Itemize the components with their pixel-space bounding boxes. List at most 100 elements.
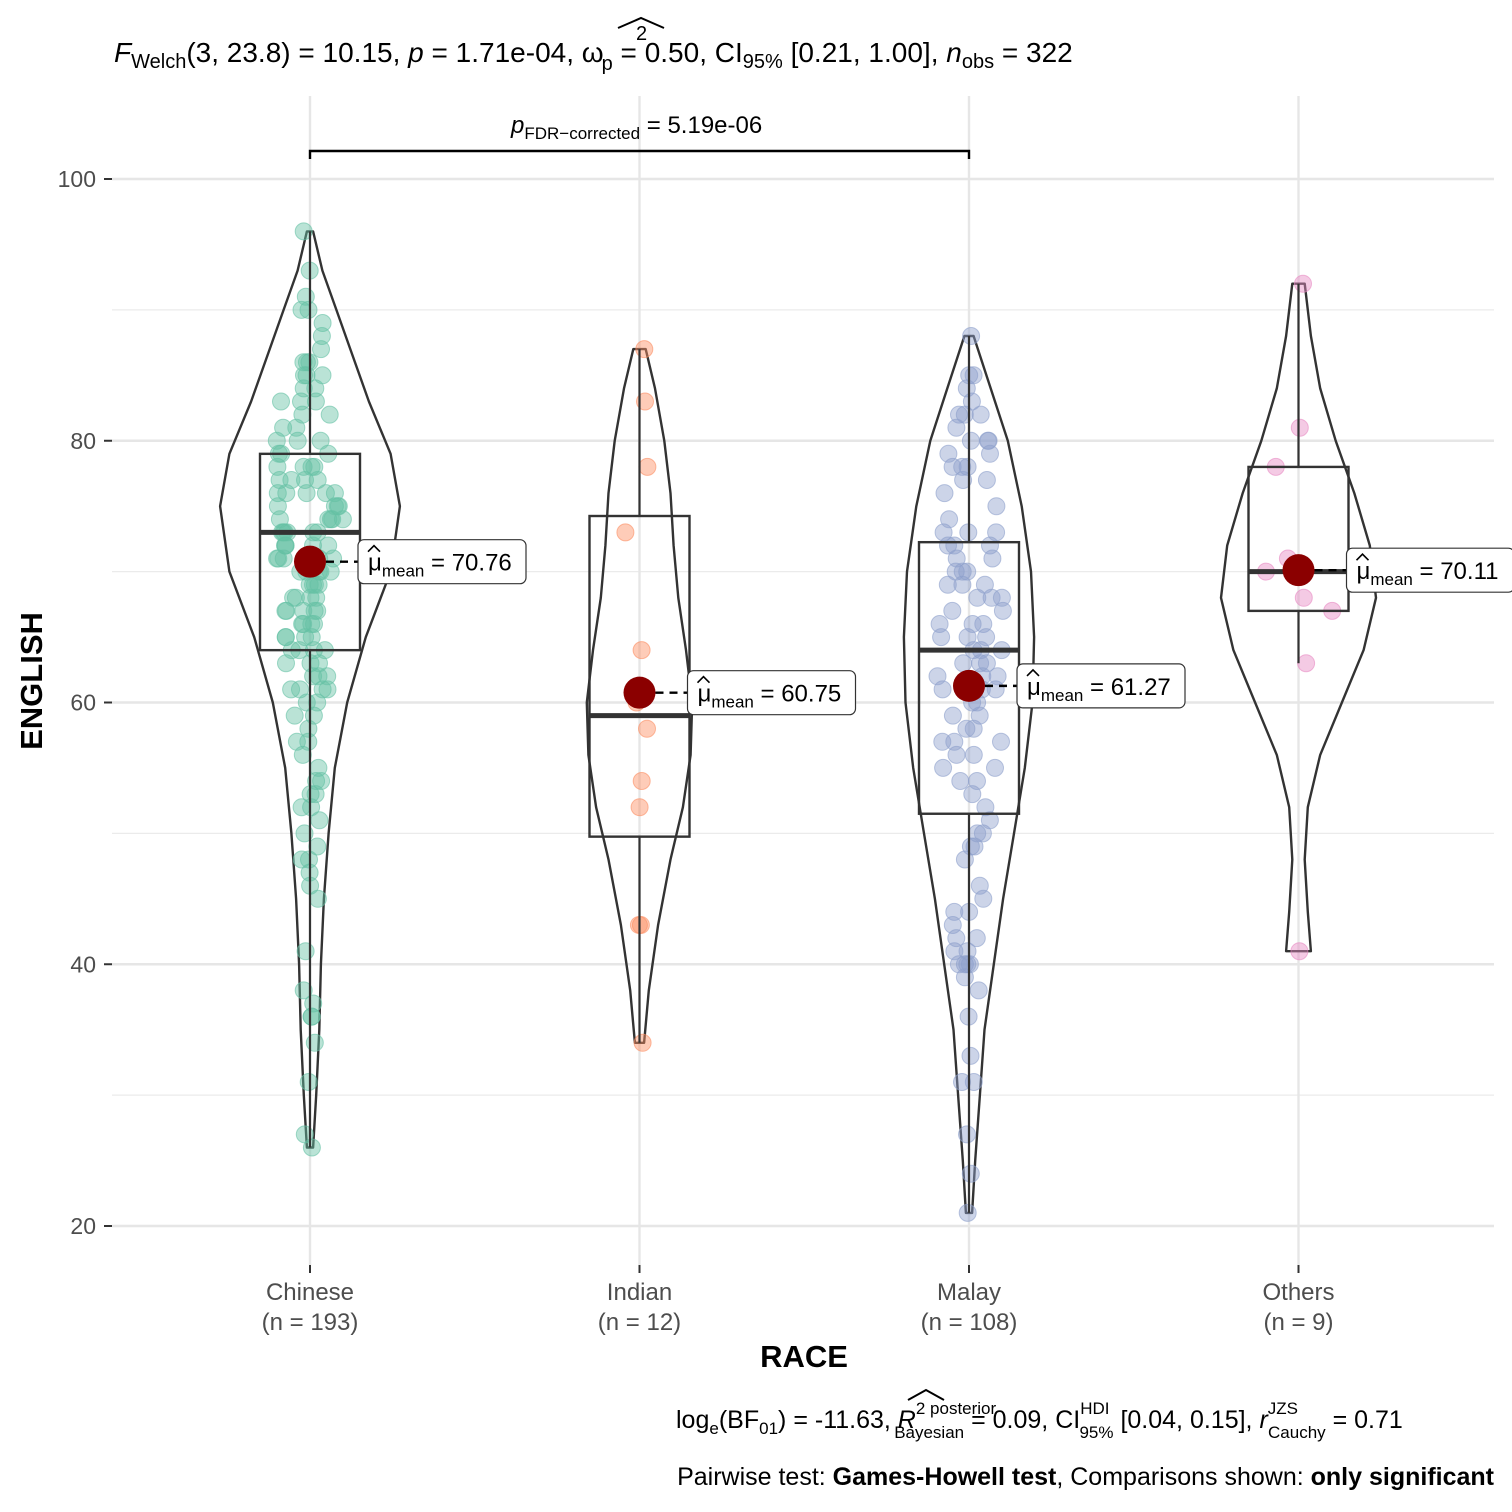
mean-label-box [357, 539, 527, 585]
data-point [1294, 274, 1312, 293]
x-tick-count: (n = 12) [598, 1309, 681, 1336]
data-point [943, 457, 962, 476]
mean-label: μmean = 70.11 [1357, 558, 1499, 589]
y-axis-title: ENGLISH [14, 612, 49, 750]
data-point [304, 667, 323, 686]
data-point [268, 497, 287, 516]
data-point [986, 758, 1004, 777]
data-point [945, 902, 964, 921]
bracket-line [308, 149, 971, 159]
data-point [287, 418, 306, 437]
data-point [302, 1007, 321, 1026]
data-point [276, 601, 295, 620]
data-point [971, 405, 990, 424]
y-tick-label: 60 [70, 690, 96, 716]
data-point [974, 889, 993, 908]
data-point [323, 510, 342, 529]
data-point [268, 549, 287, 568]
data-point [288, 431, 307, 450]
data-point [320, 405, 339, 424]
data-point [993, 601, 1012, 620]
data-point [951, 772, 970, 790]
mean-point [1282, 554, 1315, 587]
data-point [299, 719, 318, 738]
mean-label: μmean = 60.75 [698, 681, 842, 712]
data-point [955, 968, 974, 987]
data-point [638, 457, 657, 476]
data-point [302, 1138, 321, 1157]
data-point [638, 719, 656, 738]
data-point [947, 929, 966, 948]
y-tick-label: 80 [70, 428, 96, 454]
data-point [308, 471, 327, 489]
data-point [954, 471, 973, 489]
data-point [935, 484, 954, 503]
data-point [308, 889, 327, 908]
comparison-label: pFDR−corrected = 5.19e-06 [510, 112, 762, 143]
data-point [272, 392, 290, 411]
data-point [933, 680, 952, 699]
data-point [957, 719, 976, 738]
data-point [309, 575, 328, 594]
data-point [636, 392, 654, 411]
data-point [274, 418, 293, 437]
data-point [299, 300, 318, 319]
data-point [953, 457, 972, 476]
data-point [312, 327, 331, 345]
y-tick-label: 40 [70, 951, 96, 977]
data-point [287, 732, 306, 751]
footer-caption: Pairwise test: Games-Howell test, Compar… [677, 1463, 1495, 1491]
mean-label-box [1345, 547, 1512, 593]
mean-hat-mark [696, 675, 711, 684]
omega-hat-mark [617, 16, 665, 29]
mean-point [953, 669, 985, 702]
data-point [961, 431, 980, 450]
data-point [973, 824, 992, 843]
data-point [318, 680, 337, 699]
data-point [953, 1073, 971, 1091]
data-point [943, 706, 962, 725]
mean-label: μmean = 61.27 [1027, 674, 1171, 705]
data-point [285, 706, 304, 725]
data-point [958, 1203, 977, 1222]
data-point [632, 772, 651, 790]
data-point [630, 798, 649, 817]
data-point [632, 641, 651, 660]
data-point [947, 418, 966, 437]
data-point [316, 484, 335, 503]
violin-malay [902, 334, 1036, 1215]
mean-point [294, 545, 326, 578]
subtitle-stats: FWelch(3, 23.8) = 10.15, p = 1.71e-04, ω… [114, 37, 1073, 75]
violin-others [1219, 282, 1378, 953]
data-point [947, 745, 966, 764]
data-point [970, 706, 989, 725]
y-tick-label: 100 [58, 166, 96, 192]
data-point [294, 981, 313, 1000]
data-point [633, 1033, 652, 1052]
data-point [958, 942, 977, 961]
data-point [969, 981, 988, 1000]
data-point [312, 340, 330, 359]
x-tick-label: Indian [607, 1279, 672, 1306]
data-point [635, 340, 654, 359]
data-point [308, 837, 327, 856]
data-point [981, 444, 999, 463]
mean-hat-mark [1355, 553, 1370, 561]
data-point [954, 654, 973, 673]
data-point [930, 615, 949, 633]
data-point [953, 575, 972, 594]
data-point [987, 497, 1006, 516]
data-point [987, 523, 1006, 542]
mean-label: μmean = 70.76 [368, 550, 512, 581]
data-point [934, 758, 953, 777]
data-points [267, 222, 1342, 1222]
x-tick-label: Chinese [266, 1279, 354, 1306]
violins [218, 230, 1378, 1215]
caption-bayes: loge(BF01) = -11.63, R2 posterior Bayesia… [676, 1399, 1403, 1442]
data-point [988, 667, 1007, 686]
data-point [982, 588, 1001, 607]
r2-hat-mark [907, 1388, 945, 1401]
comparison-bracket [308, 149, 971, 159]
data-point [296, 471, 314, 489]
